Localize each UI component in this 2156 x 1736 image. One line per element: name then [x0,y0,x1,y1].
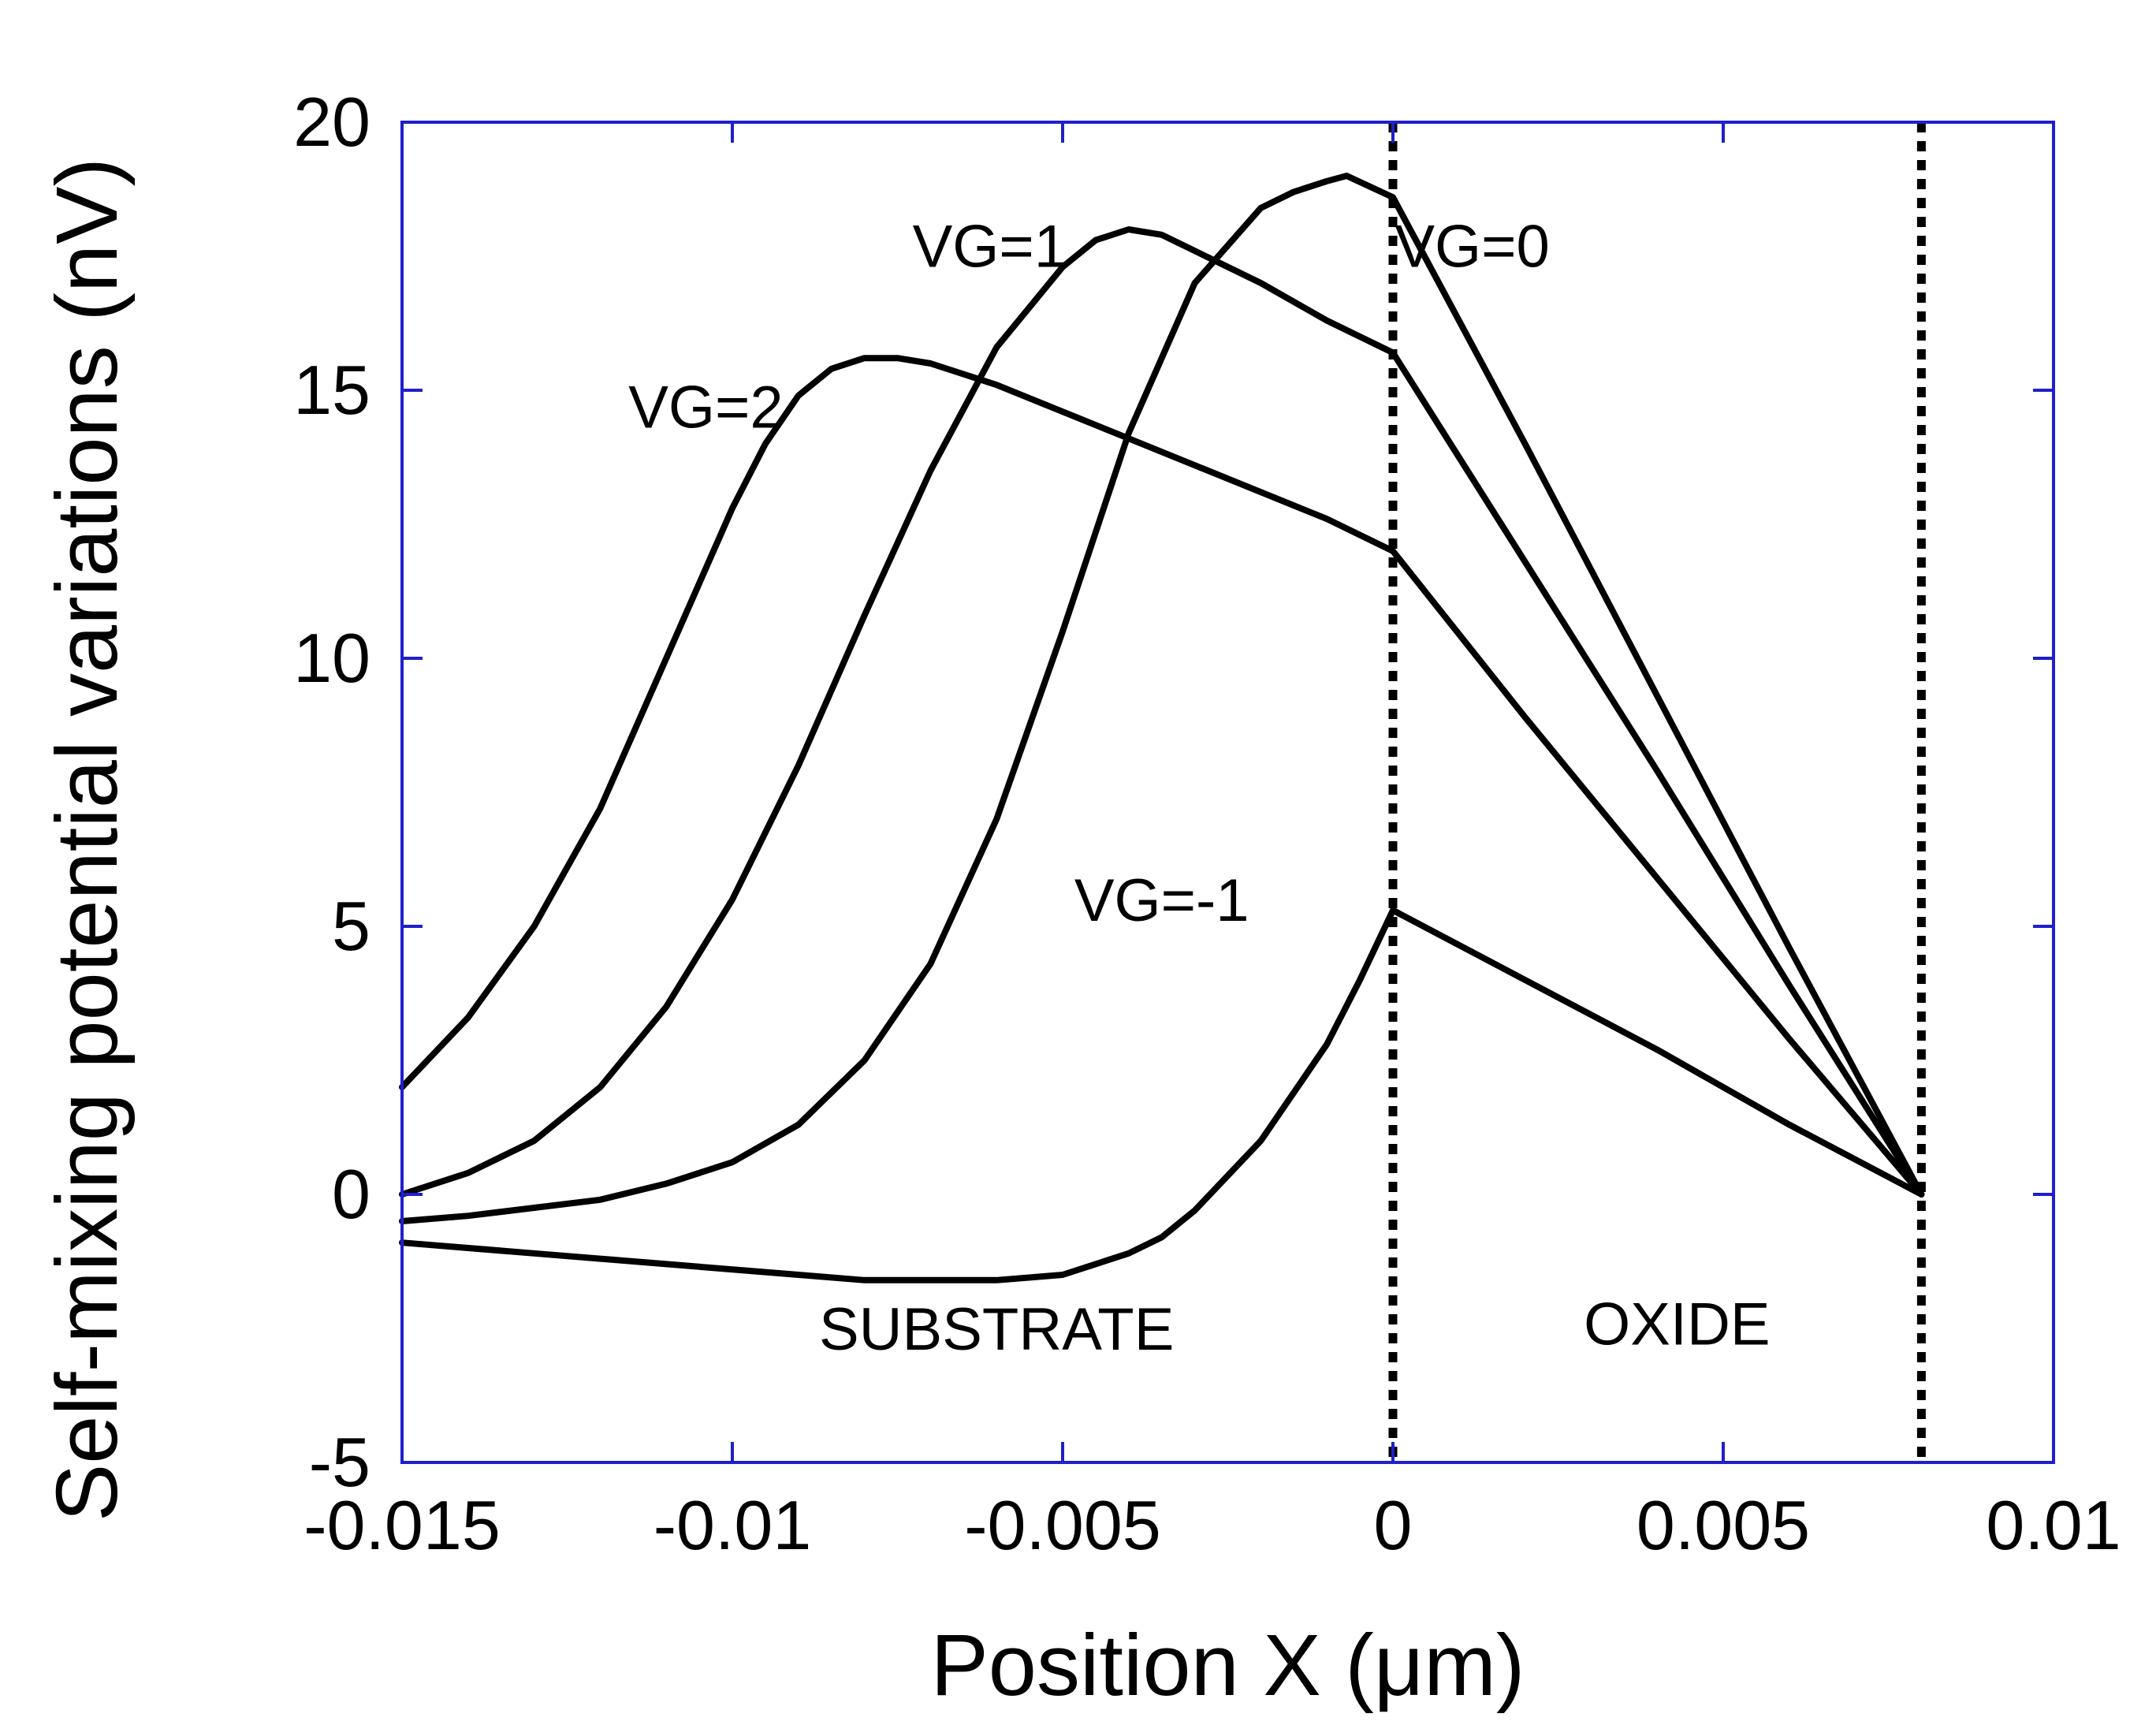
x-tick-label: -0.005 [964,1486,1161,1564]
y-axis-title: Self-mixing potential variations (nV) [39,158,136,1522]
labels: -0.015 -0.01 -0.005 0 0.005 0.01 -5 0 5 10 15 20 VG=… [293,83,2121,1564]
x-tick-label: 0.005 [1637,1486,1810,1564]
region-label: SUBSTRATE [819,1296,1174,1363]
series-group [399,173,1925,1283]
y-tick-label: 0 [332,1155,371,1233]
y-tick-label: 5 [332,887,371,965]
x-tick-label: 0.01 [1986,1486,2121,1564]
x-axis-title: Position X (μm) [930,1617,1525,1714]
region-label: OXIDE [1584,1291,1771,1358]
series-label: VG=-1 [1074,867,1249,934]
series-line [399,355,1925,1198]
series-label: VG=1 [913,214,1067,281]
series-line [399,226,1925,1198]
series-line [399,173,1925,1224]
y-tick-label: 15 [293,351,371,429]
x-tick-label: -0.015 [303,1486,501,1564]
axes [400,121,2055,1464]
x-tick-label: -0.01 [654,1486,812,1564]
y-tick-label: 20 [293,83,371,161]
series-line [399,907,1925,1283]
x-tick-label: 0 [1374,1486,1413,1564]
y-tick-label: 10 [293,619,371,697]
plot-frame [400,121,2055,1464]
series-label: VG=0 [1395,214,1549,281]
series-label: VG=2 [628,374,783,441]
y-tick-label: -5 [309,1423,371,1501]
boundary-group [1388,122,1926,1462]
